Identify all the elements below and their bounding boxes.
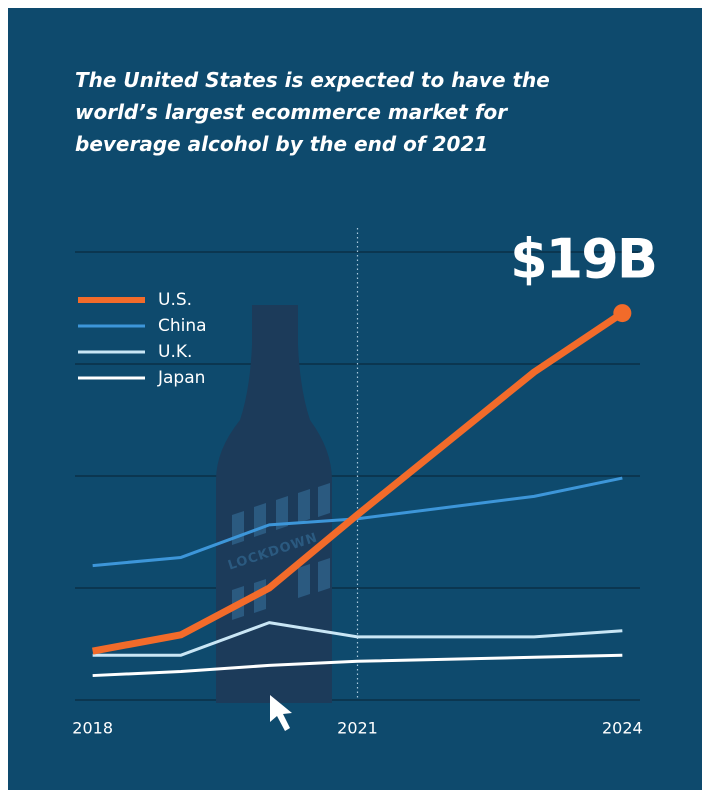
x-tick-label: 2021 [337,719,378,738]
x-tick-label: 2018 [72,719,113,738]
panel [8,8,702,790]
series-line [92,653,623,678]
legend-label: U.S. [158,290,192,310]
legend-label: China [158,316,207,336]
cursor-icon [270,695,292,731]
series-line [92,621,623,657]
legend-label: Japan [157,368,205,388]
end-label: $19B [510,228,656,291]
end-marker [613,304,632,323]
x-tick-label: 2024 [602,719,643,738]
series-line [92,310,625,655]
series-line [92,476,623,568]
chart-title: The United States is expected to have th… [75,68,550,156]
legend-label: U.K. [158,342,192,362]
